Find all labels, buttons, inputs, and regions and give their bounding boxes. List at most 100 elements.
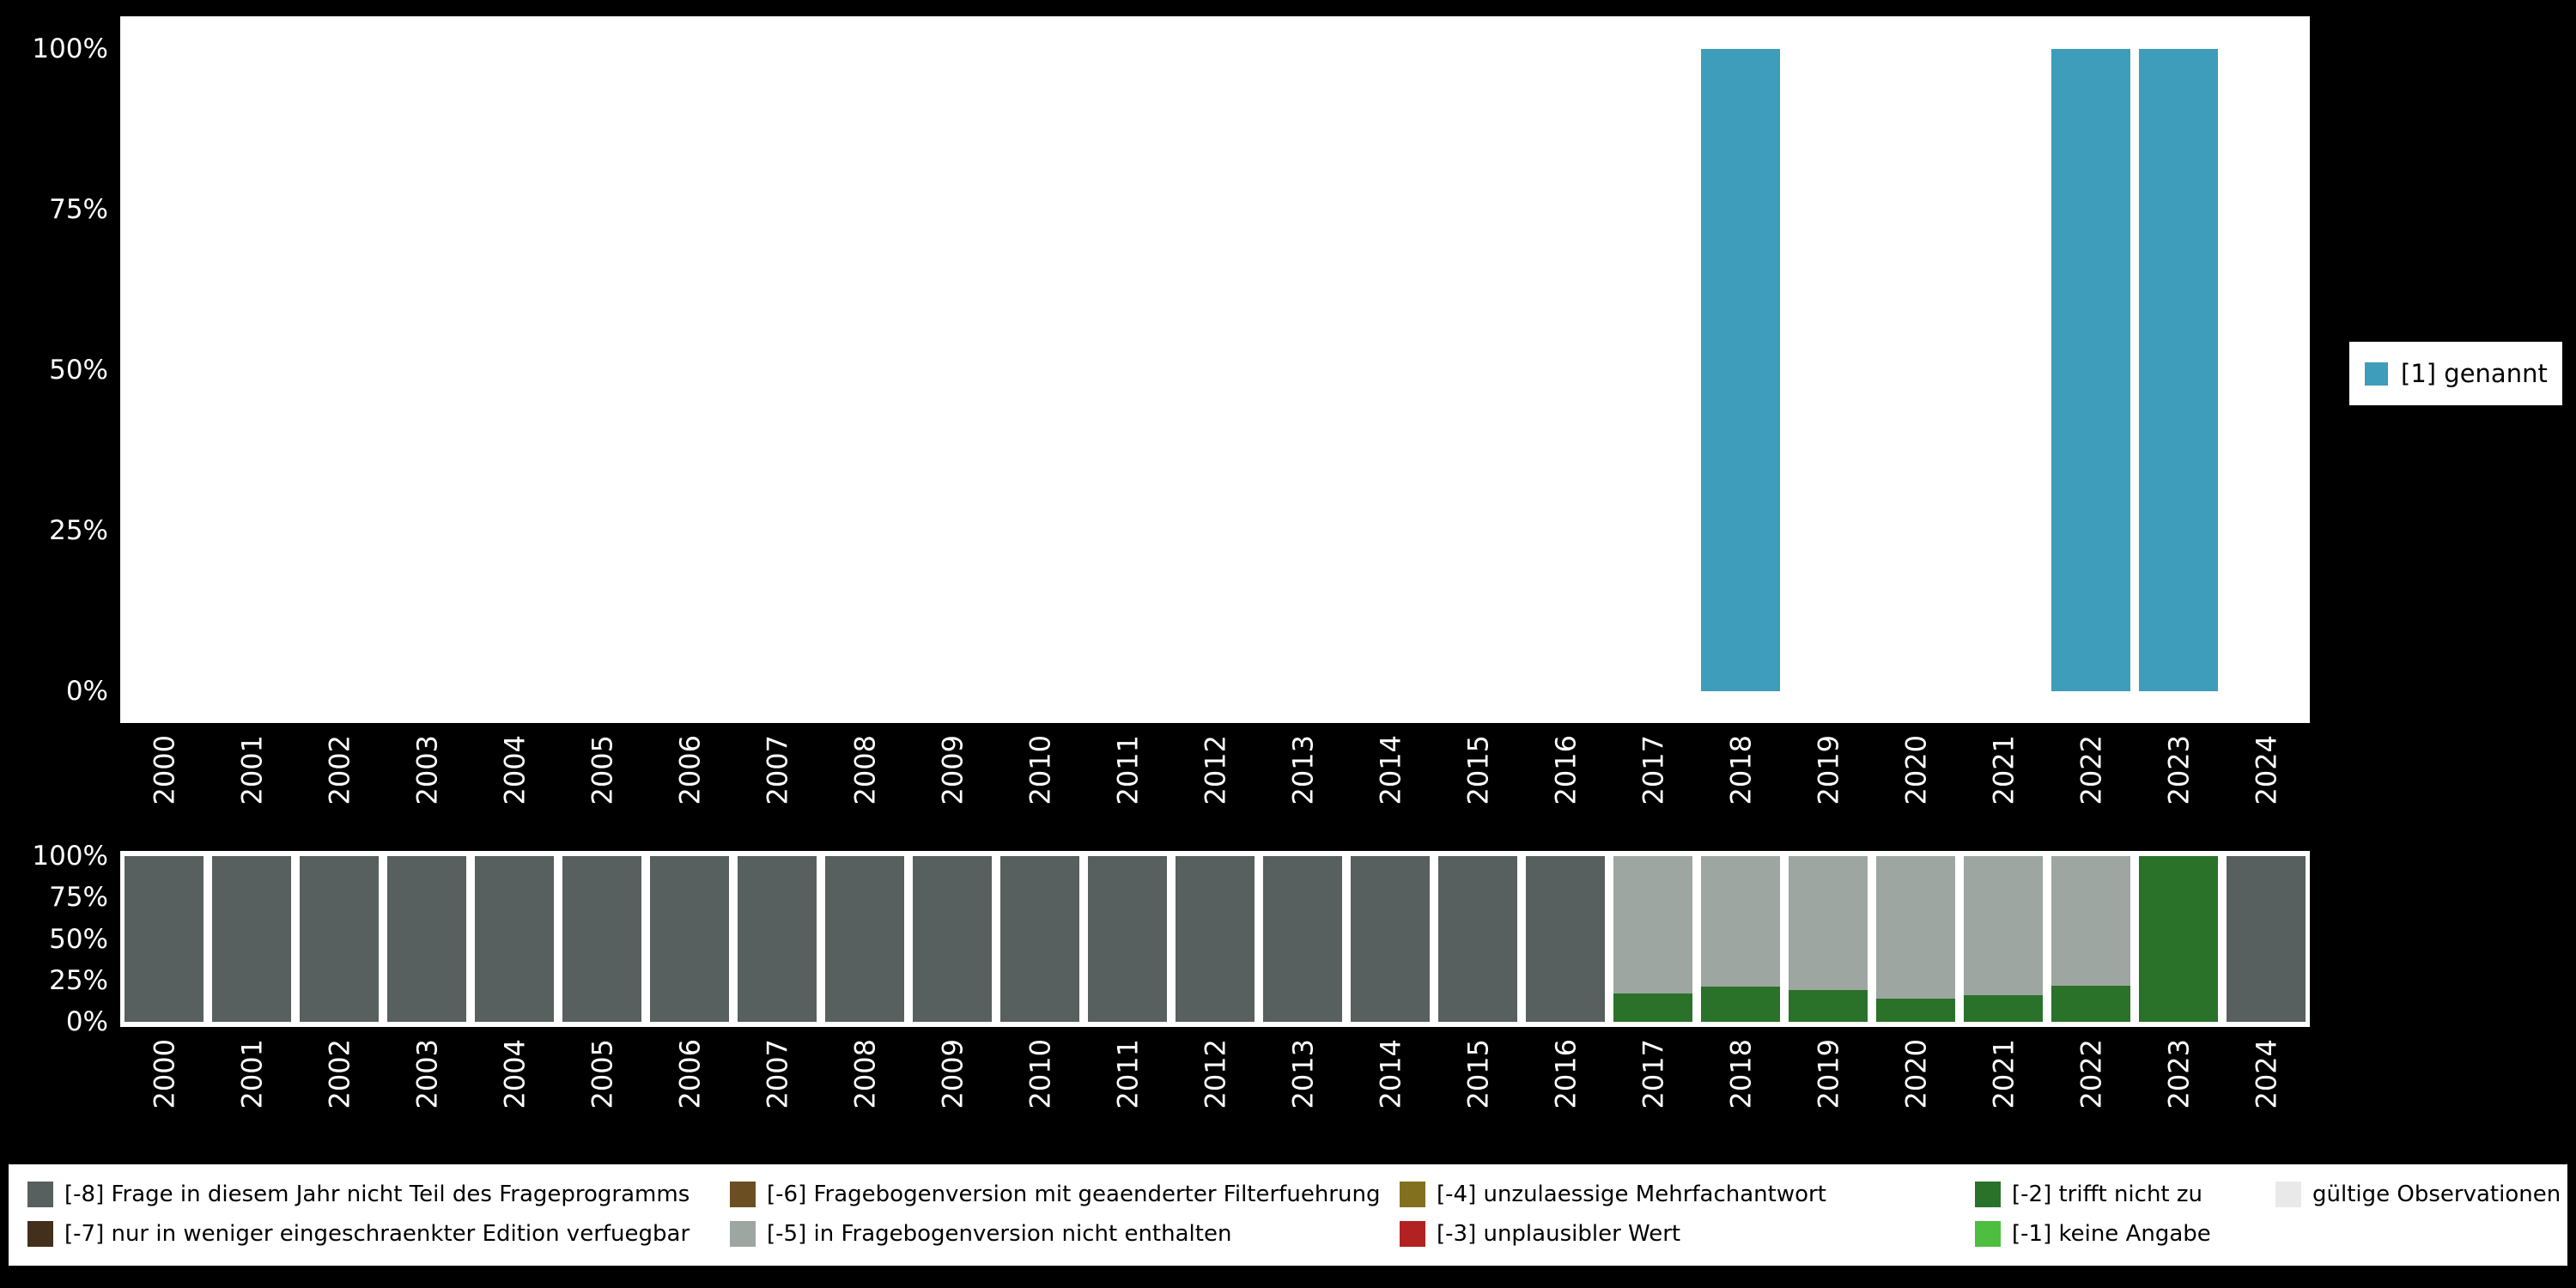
top-x-tick-label-2010: 2010: [1024, 735, 1056, 805]
missings-segment-2022: [2051, 856, 2130, 986]
missings-segment-2002: [300, 856, 379, 1022]
top-bar-slot-2021: [1959, 49, 2047, 691]
top-x-tick-2016: 2016: [1522, 728, 1609, 848]
top-bar-slot-2015: [1434, 49, 1522, 691]
missings-x-tick-label-2009: 2009: [936, 1039, 969, 1109]
top-x-tick-2019: 2019: [1784, 728, 1872, 848]
legend-label-miss5: [-5] in Fragebogenversion nicht enthalte…: [767, 1221, 1232, 1247]
missings-x-tick-2017: 2017: [1609, 1032, 1697, 1152]
top-bar-slot-2006: [646, 49, 733, 691]
top-bar-slot-2010: [996, 49, 1084, 691]
top-x-tick-2017: 2017: [1609, 728, 1697, 848]
missings-bar-slot-2000: [120, 856, 208, 1022]
top-bar-slot-2002: [295, 49, 383, 691]
legend-key-miss3-icon: [1400, 1221, 1425, 1247]
missings-segment-2015: [1438, 856, 1517, 1022]
top-x-tick-label-2006: 2006: [673, 735, 706, 805]
missings-y-tick-50%: 50%: [49, 923, 108, 955]
top-bar-2022: [2051, 49, 2130, 691]
missings-x-tick-label-2016: 2016: [1549, 1039, 1582, 1109]
top-x-tick-label-2018: 2018: [1724, 735, 1757, 805]
top-x-tick-2015: 2015: [1434, 728, 1522, 848]
missings-segment-2017: [1613, 856, 1692, 994]
top-x-tick-label-2024: 2024: [2250, 735, 2282, 805]
legend-label-miss7: [-7] nur in weniger eingeschraenkter Edi…: [64, 1221, 690, 1247]
legend-key-miss2-icon: [1975, 1182, 2001, 1207]
missings-x-tick-2015: 2015: [1434, 1032, 1522, 1152]
missings-x-tick-2011: 2011: [1084, 1032, 1171, 1152]
missings-bar-slot-2022: [2047, 856, 2135, 1022]
missings-x-tick-label-2015: 2015: [1461, 1039, 1494, 1109]
top-x-tick-label-2003: 2003: [410, 735, 443, 805]
top-x-tick-label-2004: 2004: [498, 735, 531, 805]
missings-x-tick-2018: 2018: [1697, 1032, 1784, 1152]
missings-segment-2011: [1088, 856, 1167, 1022]
top-x-tick-2006: 2006: [646, 728, 733, 848]
top-x-tick-label-2008: 2008: [848, 735, 881, 805]
top-bar-slot-2024: [2222, 49, 2310, 691]
missings-segment-2009: [913, 856, 992, 1022]
missings-segment-2018: [1701, 856, 1780, 987]
top-y-tick-75%: 75%: [49, 194, 108, 225]
missings-x-tick-2010: 2010: [996, 1032, 1084, 1152]
top-y-tick-100%: 100%: [32, 33, 108, 64]
top-x-tick-2000: 2000: [120, 728, 208, 848]
top-bar-2023: [2139, 49, 2218, 691]
missings-bar-slot-2009: [908, 856, 996, 1022]
missings-bar-slot-2013: [1259, 856, 1346, 1022]
top-x-tick-2022: 2022: [2047, 728, 2135, 848]
top-x-tick-label-2007: 2007: [761, 735, 793, 805]
missings-bar-slot-2001: [208, 856, 295, 1022]
top-chart-bars: [120, 49, 2310, 691]
top-x-tick-label-2021: 2021: [1987, 735, 2020, 805]
missings-segment-2019: [1789, 990, 1868, 1022]
missings-x-tick-2016: 2016: [1522, 1032, 1609, 1152]
missing-legend-item-miss7: [-7] nur in weniger eingeschraenkter Edi…: [27, 1221, 690, 1247]
valid-values-legend: [1] genannt: [2349, 342, 2562, 405]
top-x-tick-label-2014: 2014: [1374, 735, 1406, 805]
legend-key-miss5-icon: [730, 1221, 756, 1247]
top-x-tick-2011: 2011: [1084, 728, 1171, 848]
missings-bar-slot-2011: [1084, 856, 1171, 1022]
legend-key-miss6-icon: [730, 1182, 756, 1207]
top-bar-2018: [1701, 49, 1780, 691]
top-bar-slot-2018: [1697, 49, 1784, 691]
missing-legend-item-valid: gültige Observationen: [2275, 1182, 2561, 1207]
missing-legend-item-miss6: [-6] Fragebogenversion mit geaenderter F…: [730, 1182, 1380, 1207]
missings-segment-2020: [1876, 998, 1955, 1022]
missings-chart-bars: [120, 856, 2310, 1022]
missings-segment-2007: [738, 856, 817, 1022]
top-bar-slot-2016: [1522, 49, 1609, 691]
missings-x-tick-2022: 2022: [2047, 1032, 2135, 1152]
missings-segment-2017: [1613, 993, 1692, 1022]
top-x-tick-2013: 2013: [1259, 728, 1346, 848]
top-x-tick-2003: 2003: [383, 728, 471, 848]
missings-x-tick-2019: 2019: [1784, 1032, 1872, 1152]
top-y-tick-50%: 50%: [49, 355, 108, 386]
missings-x-tick-2006: 2006: [646, 1032, 733, 1152]
legend-label-miss4: [-4] unzulaessige Mehrfachantwort: [1437, 1182, 1826, 1207]
top-bar-slot-2000: [120, 49, 208, 691]
top-x-tick-2018: 2018: [1697, 728, 1784, 848]
top-bar-slot-2022: [2047, 49, 2135, 691]
missings-x-tick-2003: 2003: [383, 1032, 471, 1152]
top-bar-slot-2004: [471, 49, 558, 691]
missings-x-tick-label-2005: 2005: [586, 1039, 618, 1109]
legend-label-miss3: [-3] unplausibler Wert: [1437, 1221, 1681, 1247]
missings-bar-slot-2002: [295, 856, 383, 1022]
top-x-tick-label-2023: 2023: [2162, 735, 2195, 805]
missings-x-tick-2013: 2013: [1259, 1032, 1346, 1152]
top-x-tick-2005: 2005: [558, 728, 646, 848]
missings-segment-2006: [650, 856, 729, 1022]
missings-segment-2010: [1000, 856, 1079, 1022]
legend-key-genannt-icon: [2365, 361, 2388, 386]
missing-legend-item-miss3: [-3] unplausibler Wert: [1400, 1221, 1680, 1247]
top-x-tick-2004: 2004: [471, 728, 558, 848]
top-x-tick-2012: 2012: [1171, 728, 1259, 848]
missing-legend-item-miss2: [-2] trifft nicht zu: [1975, 1182, 2202, 1207]
missings-chart-panel: [120, 851, 2310, 1027]
missings-bar-slot-2007: [733, 856, 821, 1022]
missings-x-tick-2014: 2014: [1346, 1032, 1434, 1152]
missings-x-tick-2007: 2007: [733, 1032, 821, 1152]
top-bar-slot-2019: [1784, 49, 1872, 691]
